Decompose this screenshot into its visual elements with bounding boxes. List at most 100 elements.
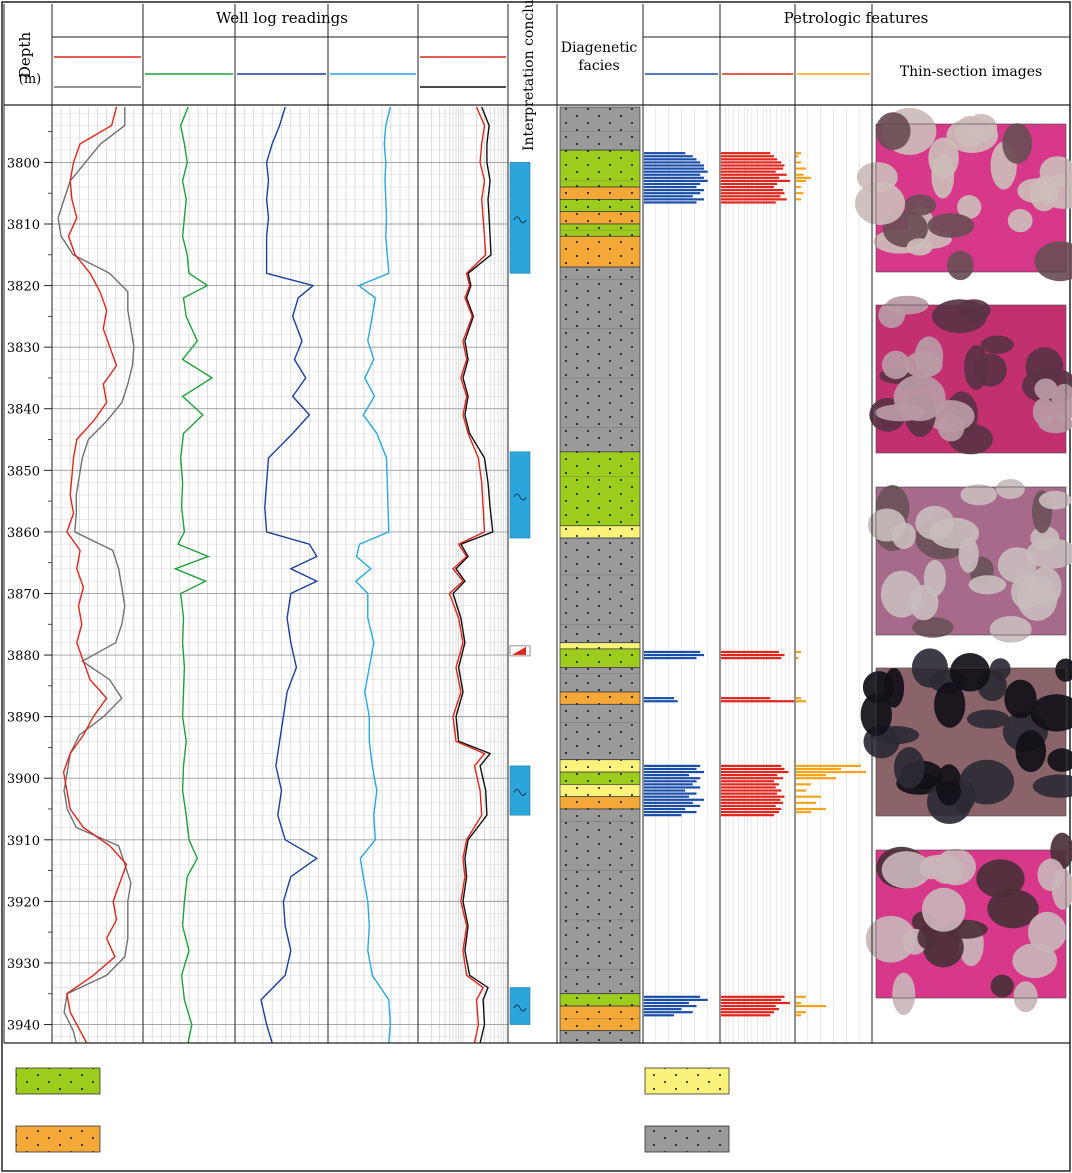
k-bar: [721, 192, 785, 195]
cal-bar: [796, 179, 806, 182]
interpretation-column: [509, 162, 531, 1025]
group-title-well-logs: Well log readings: [216, 9, 348, 27]
thin-section-border: [875, 123, 1067, 273]
mineral-grain: [996, 479, 1025, 499]
depth-tick-label: 3820: [7, 280, 40, 295]
cal-bar: [796, 764, 861, 767]
facies-band-wcsd: [559, 149, 641, 188]
water-wave-icon: [513, 493, 527, 501]
k-bar: [721, 195, 781, 198]
cal-bar: [796, 173, 804, 176]
phi-bar: [644, 998, 708, 1001]
phi-bar: [644, 1008, 682, 1011]
mineral-grain: [865, 915, 917, 963]
mineral-grain: [987, 889, 1039, 929]
mineral-grain: [968, 575, 1007, 595]
phi-bar: [644, 795, 689, 798]
mineral-grain: [1034, 378, 1058, 400]
legend-swatch-scc: [644, 1067, 730, 1095]
facies-band-mcmd: [559, 691, 641, 705]
phi-bar: [644, 801, 693, 804]
mineral-grain: [927, 213, 975, 238]
k-bar: [721, 995, 785, 998]
thin-section-panel: [865, 832, 1072, 1016]
phi-bar: [644, 1014, 674, 1017]
phi-bar: [644, 700, 678, 703]
mineral-grain: [1027, 911, 1067, 953]
facies-band-wcsd: [559, 199, 641, 213]
k-bar: [721, 179, 790, 182]
depth-tick-label: 3910: [7, 834, 40, 849]
mineral-grain: [966, 709, 1010, 729]
water-wave-icon: [513, 1004, 527, 1012]
k-bar: [721, 780, 774, 783]
mineral-grain: [914, 336, 944, 376]
cal-bar: [796, 1014, 801, 1017]
cal-bar: [796, 789, 806, 792]
sp-curve: [57, 107, 135, 1044]
legend-swatch-tc: [644, 1125, 730, 1153]
phi-bar: [644, 185, 697, 189]
phi-bar: [644, 192, 701, 195]
legend-swatch-mcmd: [15, 1125, 101, 1153]
water-layer-marker: [509, 162, 531, 274]
cal-bar: [796, 198, 801, 201]
k-bar: [721, 173, 787, 176]
phi-bar: [644, 995, 701, 998]
depth-tick-label: 3850: [7, 464, 40, 479]
mineral-grain: [1034, 241, 1072, 282]
thin-section-panel: [855, 107, 1072, 282]
k-bar: [721, 201, 776, 204]
mineral-grain: [881, 851, 932, 889]
phi-bar: [644, 161, 701, 164]
facies-band-mcmd: [559, 796, 641, 810]
mineral-grain: [934, 682, 966, 728]
lld-curve: [448, 106, 487, 1044]
cal-bar: [796, 795, 821, 798]
depth-tick-label: 3890: [7, 711, 40, 726]
depth-tick-label: 3920: [7, 895, 40, 910]
water-layer-marker: [509, 765, 531, 816]
mineral-grain: [891, 522, 916, 549]
phi-bar: [644, 764, 701, 767]
mineral-grain: [990, 974, 1014, 998]
phi-bar: [644, 189, 704, 192]
gr-curve: [62, 106, 128, 1044]
facies-band-wcsd: [559, 648, 641, 668]
mineral-grain: [949, 653, 991, 692]
facies-band-tc: [559, 1030, 641, 1044]
depth-tick-label: 3840: [7, 403, 40, 418]
cal-bar: [796, 657, 799, 660]
mineral-grain: [878, 302, 906, 328]
facies-band-scc: [559, 759, 641, 773]
k-bar: [721, 657, 782, 660]
cal-bar: [796, 650, 801, 654]
phi-bar: [644, 804, 701, 808]
grid-layer: 3800 3810 3820 3830 3840 3850 3860 3870 3880 3890…: [7, 107, 860, 1043]
group-title-petrologic: Petrologic features: [784, 9, 929, 27]
water-layer-marker: [509, 987, 531, 1025]
k-bar: [721, 1004, 776, 1008]
phi-bar: [644, 170, 708, 173]
mineral-grain: [1055, 658, 1072, 682]
k-bar: [721, 155, 774, 158]
cal-bar: [796, 774, 826, 777]
k-bar: [721, 176, 779, 179]
phi-bar: [644, 650, 701, 654]
thin-section-border: [875, 667, 1067, 817]
facies-column: [559, 106, 641, 1044]
cal-bar: [796, 777, 836, 780]
water-layer-marker: [509, 451, 531, 539]
phi-bar: [644, 798, 704, 801]
water-wave-icon: [513, 789, 527, 797]
depth-tick-label: 3830: [7, 341, 40, 356]
curves-layer: [57, 106, 494, 1044]
mineral-grain: [894, 747, 925, 789]
phi-bar: [644, 167, 704, 170]
depth-tick-label: 3880: [7, 649, 40, 664]
phi-bar: [644, 152, 686, 155]
thin-section-header: Thin-section images: [900, 64, 1042, 80]
mineral-grain: [1038, 174, 1072, 209]
k-bar: [721, 804, 776, 808]
